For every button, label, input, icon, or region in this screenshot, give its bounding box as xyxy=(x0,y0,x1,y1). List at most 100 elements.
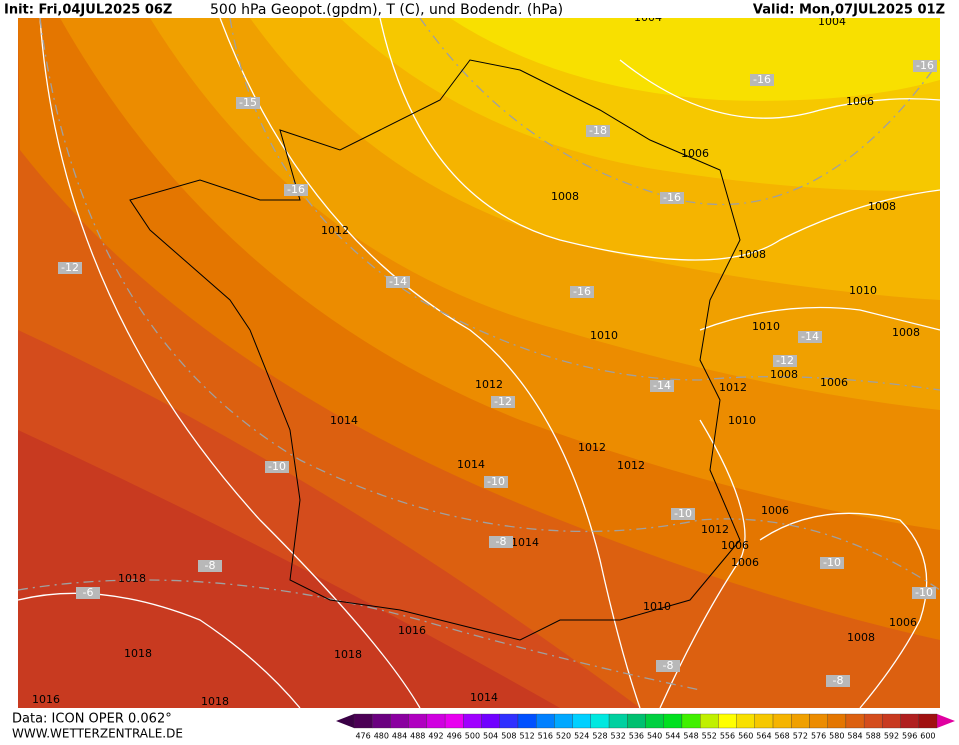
temperature-label: -15 xyxy=(239,96,257,109)
temperature-label: -10 xyxy=(268,460,286,473)
isobar-label: 1010 xyxy=(849,284,877,297)
colorbar-label: 564 xyxy=(756,732,771,741)
isobar-label: 1016 xyxy=(398,624,426,637)
temperature-label: -10 xyxy=(487,475,505,488)
isobar-label: 1008 xyxy=(770,368,798,381)
temperature-label-bg xyxy=(570,286,594,298)
temperature-label: -8 xyxy=(205,559,216,572)
colorbar-swatch xyxy=(408,713,428,729)
colorbar-label: 480 xyxy=(374,732,389,741)
colorbar-label: 540 xyxy=(647,732,662,741)
isobar xyxy=(219,17,641,709)
isobar-label: 1006 xyxy=(820,376,848,389)
isobar-label: 1006 xyxy=(846,95,874,108)
isobar-label: 1014 xyxy=(330,414,358,427)
isobar-label: 1008 xyxy=(892,326,920,339)
temperature-label-bg xyxy=(912,587,936,599)
isotherm xyxy=(229,17,941,391)
colorbar-swatch xyxy=(791,713,810,729)
isobar-label: 1012 xyxy=(617,459,645,472)
temperature-label: -12 xyxy=(494,395,512,408)
isobar-label: 1014 xyxy=(511,536,539,549)
colorbar-swatch xyxy=(517,713,537,729)
temperature-label-bg xyxy=(660,192,684,204)
isobar-label: 1008 xyxy=(868,200,896,213)
colorbar-label: 488 xyxy=(410,732,425,741)
website: WWW.WETTERZENTRALE.DE xyxy=(12,727,183,741)
temperature-label-bg xyxy=(826,675,850,687)
colorbar-label: 600 xyxy=(920,732,935,741)
isobar-label: 1012 xyxy=(578,441,606,454)
isobar-label: 1010 xyxy=(752,320,780,333)
temperature-label: -10 xyxy=(915,586,933,599)
isobar xyxy=(39,17,421,709)
colorbar-label: 484 xyxy=(392,732,407,741)
isobar-label: 1008 xyxy=(738,248,766,261)
colorbar: 476 480 484 488 492 496 500 504 508 512 516 520 524 5… xyxy=(353,713,938,741)
temperature-label-bg xyxy=(236,97,260,109)
colorbar-swatch xyxy=(481,713,500,729)
temperature-label: -16 xyxy=(663,191,681,204)
colorbar-swatch xyxy=(700,713,719,729)
contour-labels: 1004100410061006100810081012100810101010… xyxy=(32,11,937,708)
isobar-label: 1016 xyxy=(32,693,60,706)
colorbar-swatch xyxy=(809,713,828,729)
temperature-label-bg xyxy=(671,508,695,520)
colorbar-swatch xyxy=(426,713,446,729)
isobar-label: 1018 xyxy=(334,648,362,661)
colorbar-label: 536 xyxy=(629,732,644,741)
colorbar-swatch xyxy=(608,713,628,729)
isobar-label: 1012 xyxy=(475,378,503,391)
colorbar-swatch xyxy=(536,713,555,729)
colorbar-label: 568 xyxy=(775,732,790,741)
france-border xyxy=(129,59,741,641)
temperature-label-bg xyxy=(820,557,844,569)
colorbar-swatch xyxy=(681,713,701,729)
isobar-label: 1012 xyxy=(701,523,729,536)
temperature-label-bg xyxy=(750,74,774,86)
isobar-label: 1014 xyxy=(457,458,485,471)
temperature-label-bg xyxy=(913,60,937,72)
colorbar-arrow-right xyxy=(937,714,955,728)
colorbar-swatch xyxy=(372,713,391,729)
temperature-label: -16 xyxy=(287,183,305,196)
colorbar-label: 552 xyxy=(702,732,717,741)
temperature-label: -6 xyxy=(83,586,94,599)
colorbar-swatch xyxy=(663,713,683,729)
band xyxy=(450,18,940,101)
colorbar-swatch xyxy=(627,713,646,729)
title: 500 hPa Geopot.(gpdm), T (C), und Bodend… xyxy=(210,2,563,18)
temperature-label: -8 xyxy=(663,659,674,672)
colorbar-swatch xyxy=(463,713,482,729)
temperature-label-bg xyxy=(76,587,100,599)
temperature-label-bg xyxy=(586,125,610,137)
colorbar-swatch xyxy=(499,713,519,729)
colorbar-label: 508 xyxy=(501,732,516,741)
temperature-label-bg xyxy=(284,184,308,196)
colorbar-label: 532 xyxy=(611,732,626,741)
isotherm xyxy=(39,17,941,591)
header-area xyxy=(0,0,959,18)
temperature-label: -8 xyxy=(496,535,507,548)
colorbar-label: 576 xyxy=(811,732,826,741)
colorbar-swatch xyxy=(390,713,409,729)
colorbar-label: 496 xyxy=(447,732,462,741)
colorbar-label: 588 xyxy=(866,732,881,741)
isobar-label: 1018 xyxy=(118,572,146,585)
isobar-label: 1012 xyxy=(719,381,747,394)
temperature-label: -16 xyxy=(916,59,934,72)
colorbar-label: 512 xyxy=(519,732,534,741)
isobar-label: 1006 xyxy=(681,147,709,160)
colorbar-swatch xyxy=(718,713,737,729)
colorbar-label: 592 xyxy=(884,732,899,741)
isobar-label: 1010 xyxy=(643,600,671,613)
isobar-label: 1010 xyxy=(728,414,756,427)
temperature-label-bg xyxy=(386,276,410,288)
temperature-label-bg xyxy=(484,476,508,488)
temperature-label-bg xyxy=(650,380,674,392)
contour-lines xyxy=(17,17,941,709)
colorbar-label: 504 xyxy=(483,732,498,741)
colorbar-swatch xyxy=(918,713,938,729)
colorbar-swatch xyxy=(353,713,373,729)
